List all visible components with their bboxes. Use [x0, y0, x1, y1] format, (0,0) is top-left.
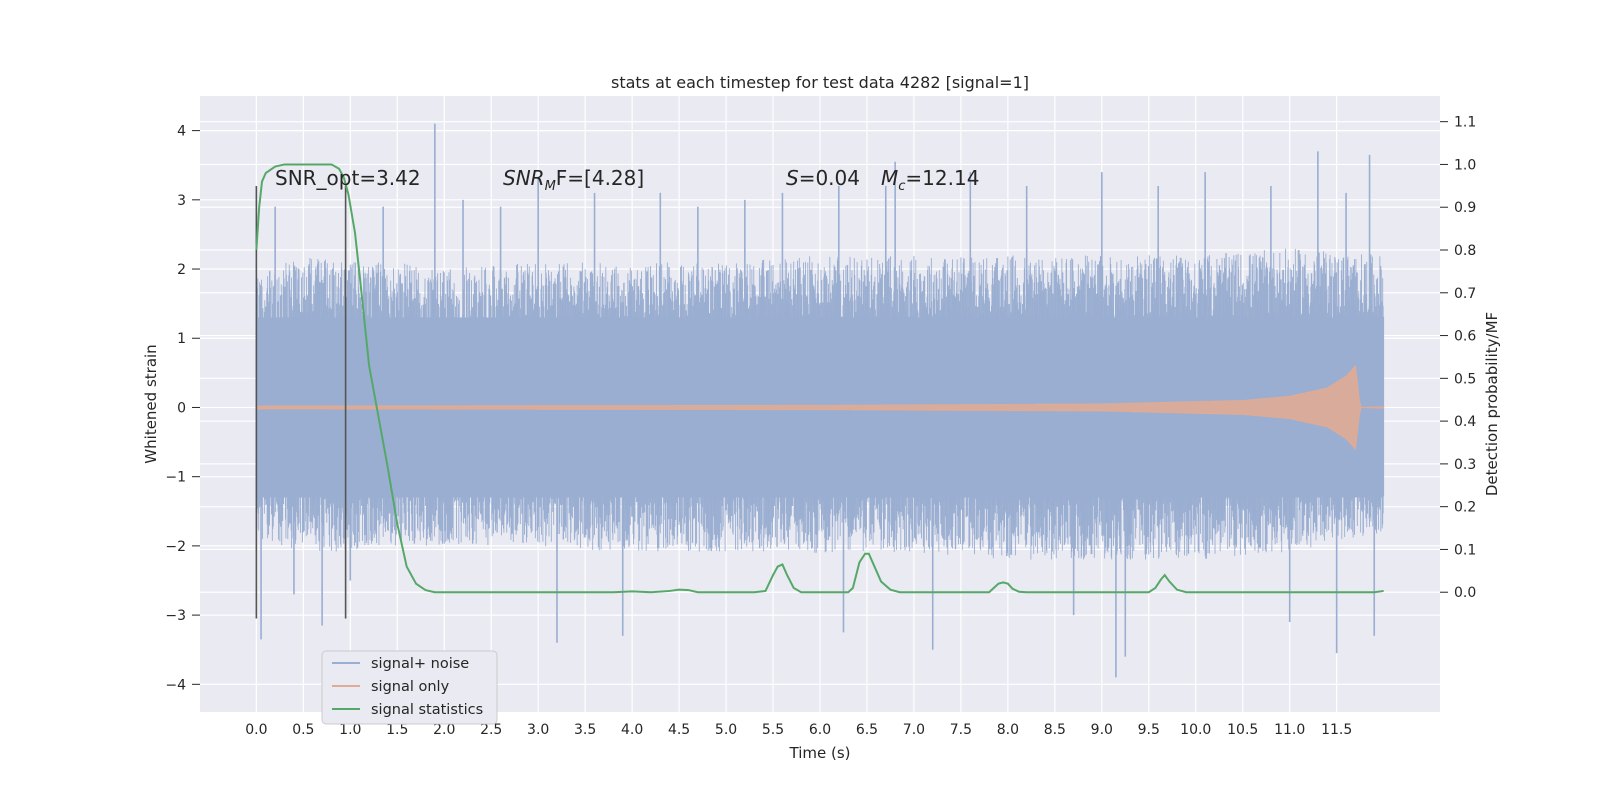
y2-tick-label: 0.9: [1454, 200, 1476, 216]
legend-label-signal-noise: signal+ noise: [371, 656, 469, 672]
signal-statistics-line: [255, 163, 1384, 594]
x-tick-label: 9.0: [1091, 722, 1113, 738]
y-tick-label: 4: [177, 124, 186, 140]
x-tick-label: 3.0: [527, 722, 549, 738]
x-tick-label: 2.0: [433, 722, 455, 738]
y-tick-label: 0: [177, 400, 186, 416]
signal-only-trace: [255, 364, 1385, 451]
y-axis-ticks: 4 3 2 1 0 −1 −2 −3 −4: [165, 124, 200, 693]
y2-tick-label: 0.3: [1454, 457, 1476, 473]
x-tick-label: 8.0: [997, 722, 1019, 738]
x-tick-label: 0.5: [292, 722, 314, 738]
legend: signal+ noise signal only signal statist…: [321, 650, 498, 725]
x-tick-label: 6.5: [856, 722, 878, 738]
annotation-snr-opt: SNR_opt=3.42: [275, 166, 421, 190]
x-axis-label: Time (s): [789, 744, 851, 762]
annotations: SNR_opt=3.42 SNRMF=[4.28] S=0.04 Mc=12.1…: [275, 166, 979, 194]
annotation-mc-value: =12.14: [905, 166, 979, 190]
x-tick-label: 9.5: [1138, 722, 1160, 738]
annotation-snr-mf-tail: F=[4.28]: [556, 166, 644, 190]
y2-axis-ticks: 1.1 1.0 0.9 0.8 0.7 0.6 0.5 0.4 0.3 0.2 0.1 0.0: [1440, 115, 1476, 601]
y2-tick-label: 0.0: [1454, 585, 1476, 601]
chart-title: stats at each timestep for test data 428…: [611, 73, 1029, 92]
y-tick-label: 3: [177, 193, 186, 209]
y2-axis-label: Detection probability/MF: [1483, 312, 1501, 496]
x-tick-label: 7.5: [950, 722, 972, 738]
x-tick-label: 1.5: [386, 722, 408, 738]
y2-tick-label: 0.7: [1454, 286, 1476, 302]
annotation-snr-mf: SNRMF=[4.28]: [503, 166, 644, 194]
x-tick-label: 8.5: [1044, 722, 1066, 738]
y2-tick-label: 1.0: [1454, 157, 1476, 173]
legend-box: [321, 650, 498, 725]
y2-tick-label: 0.2: [1454, 500, 1476, 516]
x-axis-ticks: 0.0 0.5 1.0 1.5 2.0 2.5 3.0 3.5 4.0 4.5 5.0 5.5 6.0 6…: [245, 722, 1352, 738]
x-tick-label: 4.5: [668, 722, 690, 738]
x-tick-label: 10.0: [1180, 722, 1211, 738]
x-tick-label: 5.5: [762, 722, 784, 738]
x-tick-label: 4.0: [621, 722, 643, 738]
y-tick-label: 2: [177, 262, 186, 278]
signal-statistics-series: [255, 163, 1384, 594]
x-tick-label: 0.0: [245, 722, 267, 738]
y-tick-label: −1: [165, 470, 186, 486]
x-tick-label: 7.0: [903, 722, 925, 738]
annotation-s: S=0.04: [786, 166, 860, 190]
x-tick-label: 11.0: [1274, 722, 1305, 738]
y-tick-label: −3: [165, 608, 186, 624]
x-tick-label: 5.0: [715, 722, 737, 738]
x-tick-label: 1.0: [339, 722, 361, 738]
annotation-snr-mf-sub: M: [545, 179, 556, 194]
x-tick-label: 2.5: [480, 722, 502, 738]
annotation-s-value: =0.04: [799, 166, 860, 190]
y2-tick-label: 0.6: [1454, 329, 1476, 345]
x-tick-label: 10.5: [1227, 722, 1258, 738]
legend-label-signal-statistics: signal statistics: [371, 702, 483, 718]
y2-tick-label: 0.8: [1454, 243, 1476, 259]
y2-tick-label: 1.1: [1454, 115, 1476, 131]
y-axis-label: Whitened strain: [142, 344, 160, 463]
y2-tick-label: 0.1: [1454, 542, 1476, 558]
signal-only-series: [255, 364, 1385, 451]
annotation-snr-mf-f: F=[4.28]: [556, 166, 644, 190]
y-tick-label: 1: [177, 331, 186, 347]
y2-tick-label: 0.5: [1454, 371, 1476, 387]
y-tick-label: −4: [165, 677, 186, 693]
x-tick-label: 11.5: [1321, 722, 1352, 738]
annotation-mc-sub: c: [898, 179, 905, 194]
annotation-s-symbol: S: [786, 166, 799, 190]
y2-tick-label: 0.4: [1454, 414, 1476, 430]
legend-label-signal-only: signal only: [371, 679, 450, 695]
y-tick-label: −2: [165, 539, 186, 555]
annotation-mc-symbol: M: [881, 166, 898, 190]
x-tick-label: 3.5: [574, 722, 596, 738]
annotation-snr-mf-main: SNR: [503, 166, 545, 190]
annotation-mc: Mc=12.14: [881, 166, 979, 194]
x-tick-label: 6.0: [809, 722, 831, 738]
marker-lines: [255, 185, 347, 619]
